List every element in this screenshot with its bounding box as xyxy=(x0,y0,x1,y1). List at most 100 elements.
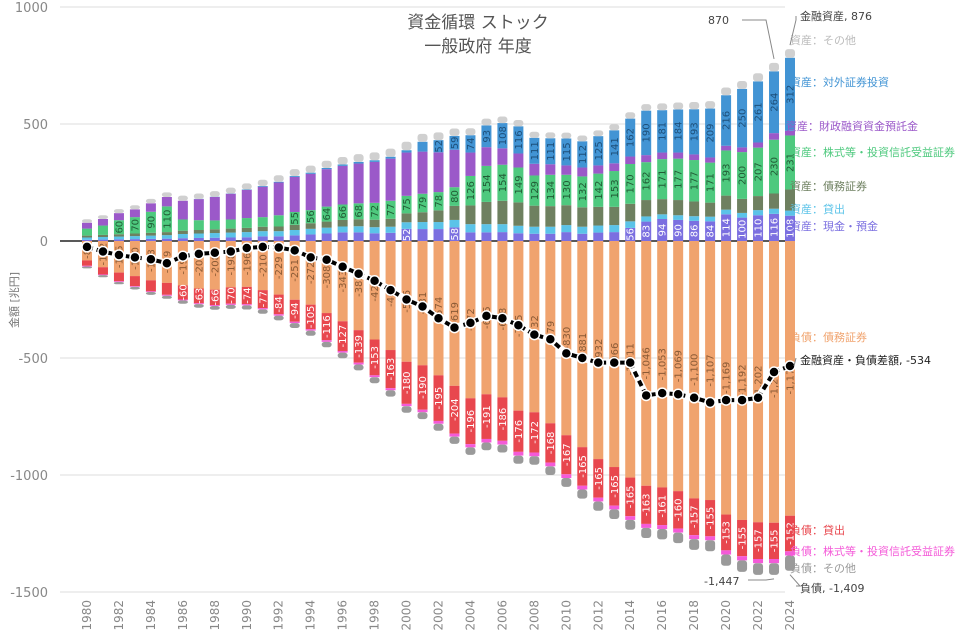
bar-value-label: -94 xyxy=(290,303,301,319)
bar-segment xyxy=(241,304,252,306)
bar-value-label: 142 xyxy=(594,181,605,200)
bar-value-label: -152 xyxy=(786,522,797,545)
leader-line xyxy=(789,16,797,46)
bar-segment xyxy=(625,221,636,228)
bar-segment xyxy=(129,239,140,241)
bar-segment xyxy=(785,57,795,131)
bar-segment xyxy=(417,193,428,213)
bar-segment xyxy=(641,221,652,241)
bar-segment xyxy=(609,130,620,164)
bar-segment xyxy=(529,131,540,138)
bar-value-label: -1,192 xyxy=(738,364,749,396)
bar-segment xyxy=(529,137,540,164)
bar-segment xyxy=(417,365,428,410)
bar-value-label: 170 xyxy=(626,174,637,193)
bar-segment xyxy=(145,203,156,212)
bar-value-label: -127 xyxy=(338,325,349,348)
bar-segment xyxy=(705,536,716,541)
bar-segment xyxy=(705,500,716,537)
bar-segment xyxy=(737,147,748,153)
bar-segment xyxy=(657,199,668,215)
bar-segment xyxy=(369,161,380,203)
leader-line xyxy=(793,357,797,367)
bar-segment xyxy=(577,485,588,490)
bar-segment xyxy=(753,522,764,560)
net-line-point xyxy=(448,321,461,334)
bar-segment xyxy=(257,308,268,310)
bar-value-label: -1,046 xyxy=(642,347,653,379)
bar-segment xyxy=(273,215,284,227)
bar-segment xyxy=(161,232,172,236)
x-tick-label: 1986 xyxy=(176,600,190,631)
leader-line xyxy=(748,578,775,581)
bar-value-label: -966 xyxy=(610,343,621,366)
bar-segment xyxy=(465,447,476,455)
bar-value-label: -1,202 xyxy=(754,366,765,398)
bar-value-label: -155 xyxy=(738,527,749,550)
bar-segment xyxy=(82,222,92,229)
bar-segment xyxy=(369,377,380,384)
bar-segment xyxy=(737,198,748,213)
bar-segment xyxy=(337,164,348,166)
bar-segment xyxy=(737,80,748,89)
bar-segment xyxy=(529,452,540,457)
net-line-point xyxy=(145,253,157,266)
bar-segment xyxy=(82,260,92,266)
bar-segment xyxy=(177,230,188,234)
bar-value-label: -153 xyxy=(370,346,381,369)
bar-segment xyxy=(321,233,332,241)
bar-value-label: 132 xyxy=(578,182,589,201)
bar-segment xyxy=(545,462,556,467)
bar-segment xyxy=(305,329,316,331)
y-axis: 1000 500 0 -500 -1000 -1500 xyxy=(10,1,48,601)
bar-segment xyxy=(337,232,348,241)
bar-value-label: 171 xyxy=(706,173,717,192)
bar-segment xyxy=(177,241,188,286)
bar-value-label: -574 xyxy=(434,297,445,320)
net-line-point xyxy=(209,246,221,259)
bar-segment xyxy=(417,141,428,152)
bar-segment xyxy=(369,152,380,161)
bar-value-label: -165 xyxy=(610,475,621,498)
bar-segment xyxy=(753,81,764,143)
bar-value-label: -157 xyxy=(754,529,765,552)
bar-segment xyxy=(209,305,220,307)
bar-segment xyxy=(513,410,524,452)
bar-value-label: 193 xyxy=(690,122,701,141)
bar-segment xyxy=(401,403,412,407)
bar-segment xyxy=(113,272,124,282)
bar-segment xyxy=(97,274,108,276)
bar-segment xyxy=(657,525,668,530)
bar-segment xyxy=(353,154,364,162)
bar-segment xyxy=(209,233,220,238)
bar-segment xyxy=(577,141,588,168)
bar-value-label: -105 xyxy=(306,306,317,329)
bar-value-label: -186 xyxy=(498,408,509,431)
bar-segment xyxy=(145,280,156,292)
bar-value-label: 68 xyxy=(354,205,365,218)
bar-segment xyxy=(721,150,732,196)
bar-segment xyxy=(673,200,684,216)
bar-segment xyxy=(353,161,364,164)
net-line-point xyxy=(480,310,493,322)
bar-segment xyxy=(417,212,428,223)
y-tick-label: 1000 xyxy=(15,1,48,16)
bar-segment xyxy=(401,152,412,196)
bar-value-label: -732 xyxy=(530,315,541,338)
bar-segment xyxy=(145,211,156,233)
bar-value-label: -1,053 xyxy=(658,348,669,380)
x-tick-label: 2024 xyxy=(783,600,797,631)
x-tick-label: 2018 xyxy=(687,600,701,631)
bar-segment xyxy=(497,164,508,201)
bar-value-label: 55 xyxy=(290,212,301,225)
bar-value-label: 177 xyxy=(674,170,685,189)
bar-value-label: 111 xyxy=(530,141,541,160)
bar-segment xyxy=(561,232,572,241)
bar-segment xyxy=(113,281,124,285)
net-line-point xyxy=(257,241,269,253)
x-tick-label: 2012 xyxy=(591,600,605,631)
bar-value-label: -165 xyxy=(594,467,605,490)
bar-segment xyxy=(577,207,588,227)
bar-segment xyxy=(145,235,156,239)
net-line-point xyxy=(432,312,445,324)
